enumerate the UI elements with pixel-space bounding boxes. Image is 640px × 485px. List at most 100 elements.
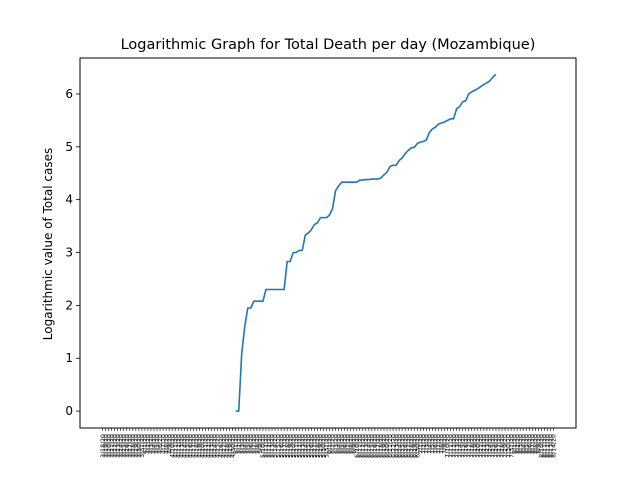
x-tick-label: 6/23/20: [393, 434, 400, 458]
x-tick-label: 4/7/20: [160, 434, 167, 454]
x-tick-label: 8/8/20: [533, 434, 540, 454]
x-tick-label: 7/10/20: [445, 434, 452, 458]
x-tick-label: 5/18/20: [284, 434, 291, 458]
x-tick-label: 4/10/20: [169, 434, 176, 458]
x-tick-label: 5/5/20: [245, 434, 252, 454]
x-tick-label: 7/18/20: [469, 434, 476, 458]
x-tick-label: 5/10/20: [260, 434, 267, 458]
x-tick-label: 4/23/20: [209, 434, 216, 458]
x-tick-label: 5/21/20: [293, 434, 300, 458]
x-tick-label: 4/28/20: [224, 434, 231, 458]
x-tick-label: 7/27/20: [496, 434, 503, 458]
x-tick-label: 5/6/20: [248, 434, 255, 454]
x-tick-label: 5/23/20: [299, 434, 306, 458]
x-tick-label: 3/30/20: [136, 434, 143, 458]
x-tick-label: 6/26/20: [402, 434, 409, 458]
x-tick-label: 6/14/20: [366, 434, 373, 458]
x-tick-label: 6/25/20: [399, 434, 406, 458]
x-tick-label: 7/22/20: [481, 434, 488, 458]
x-tick-label: 6/18/20: [378, 434, 385, 458]
x-tick-label: 3/26/20: [124, 434, 131, 458]
x-tick-label: 5/7/20: [251, 434, 258, 454]
x-tick-label: 4/17/20: [191, 434, 198, 458]
x-tick-label: 5/31/20: [324, 434, 331, 458]
x-tick-label: 4/21/20: [203, 434, 210, 458]
x-tick-label: 7/1/20: [418, 434, 425, 454]
x-tick-label: 5/2/20: [236, 434, 243, 454]
y-tick-label: 3: [65, 246, 73, 260]
chart-title: Logarithmic Graph for Total Death per da…: [121, 37, 536, 53]
x-tick-label: 7/8/20: [439, 434, 446, 454]
x-tick-label: 6/28/20: [408, 434, 415, 458]
x-tick-label: 5/27/20: [312, 434, 319, 458]
x-tick-label: 4/16/20: [188, 434, 195, 458]
x-tick-label: 6/13/20: [363, 434, 370, 458]
x-tick-label: 4/9/20: [166, 434, 173, 454]
x-tick-label: 7/24/20: [487, 434, 494, 458]
x-tick-label: 6/22/20: [390, 434, 397, 458]
x-tick-label: 6/24/20: [396, 434, 403, 458]
x-tick-label: 6/4/20: [336, 434, 343, 454]
y-tick-label: 1: [65, 351, 73, 365]
x-tick-label: 7/30/20: [505, 434, 512, 458]
x-tick-label: 5/25/20: [306, 434, 313, 458]
x-tick-label: 3/19/20: [103, 434, 110, 458]
x-tick-label: 8/13/20: [548, 434, 555, 458]
x-tick-label: 4/29/20: [227, 434, 234, 458]
x-tick-label: 4/26/20: [218, 434, 225, 458]
x-tick-label: 8/9/20: [536, 434, 543, 454]
x-tick-label: 7/20/20: [475, 434, 482, 458]
x-tick-label: 3/20/20: [106, 434, 113, 458]
x-tick-label: 6/5/20: [339, 434, 346, 454]
x-tick-label: 7/31/20: [508, 434, 515, 458]
x-tick-label: 6/16/20: [372, 434, 379, 458]
x-tick-label: 7/11/20: [448, 434, 455, 458]
x-tick-label: 6/10/20: [354, 434, 361, 458]
x-tick-label: 5/17/20: [281, 434, 288, 458]
x-tick-label: 7/5/20: [430, 434, 437, 454]
x-tick-label: 4/11/20: [172, 434, 179, 458]
x-tick-label: 7/21/20: [478, 434, 485, 458]
x-tick-label: 6/21/20: [387, 434, 394, 458]
x-tick-label: 7/9/20: [442, 434, 449, 454]
x-tick-label: 6/17/20: [375, 434, 382, 458]
x-tick-label: 4/20/20: [200, 434, 207, 458]
x-tick-label: 3/28/20: [130, 434, 137, 458]
x-tick-label: 6/29/20: [411, 434, 418, 458]
x-tick-label: 4/5/20: [154, 434, 161, 454]
x-tick-label: 5/3/20: [239, 434, 246, 454]
x-tick-label: 4/19/20: [197, 434, 204, 458]
x-tick-label: 4/27/20: [221, 434, 228, 458]
x-tick-label: 7/23/20: [484, 434, 491, 458]
x-tick-label: 3/29/20: [133, 434, 140, 458]
x-tick-label: 4/8/20: [163, 434, 170, 454]
x-tick-label: 6/3/20: [333, 434, 340, 454]
x-tick-label: 5/4/20: [242, 434, 249, 454]
x-tick-label: 7/7/20: [436, 434, 443, 454]
x-tick-label: 5/19/20: [287, 434, 294, 458]
plot-frame: [79, 57, 577, 429]
x-tick-label: 4/24/20: [212, 434, 219, 458]
y-tick-label: 6: [65, 87, 73, 101]
x-tick-label: 4/6/20: [157, 434, 164, 454]
y-axis-label: Logarithmic value of Total cases: [41, 148, 55, 340]
x-tick-label: 7/25/20: [490, 434, 497, 458]
x-tick-label: 5/20/20: [290, 434, 297, 458]
x-tick-label: 6/19/20: [381, 434, 388, 458]
x-tick-label: 7/14/20: [457, 434, 464, 458]
x-tick-label: 5/16/20: [278, 434, 285, 458]
x-tick-label: 4/12/20: [175, 434, 182, 458]
x-tick-label: 7/29/20: [502, 434, 509, 458]
x-tick-label: 5/15/20: [275, 434, 282, 458]
y-tick-label: 4: [65, 193, 73, 207]
x-tick-label: 6/2/20: [330, 434, 337, 454]
x-tick-label: 6/6/20: [342, 434, 349, 454]
x-tick-label: 5/28/20: [315, 434, 322, 458]
x-tick-label: 7/2/20: [421, 434, 428, 454]
x-tick-label: 8/2/20: [514, 434, 521, 454]
x-tick-label: 4/1/20: [142, 434, 149, 454]
x-tick-label: 7/16/20: [463, 434, 470, 458]
x-tick-label: 6/12/20: [360, 434, 367, 458]
x-tick-label: 7/17/20: [466, 434, 473, 458]
